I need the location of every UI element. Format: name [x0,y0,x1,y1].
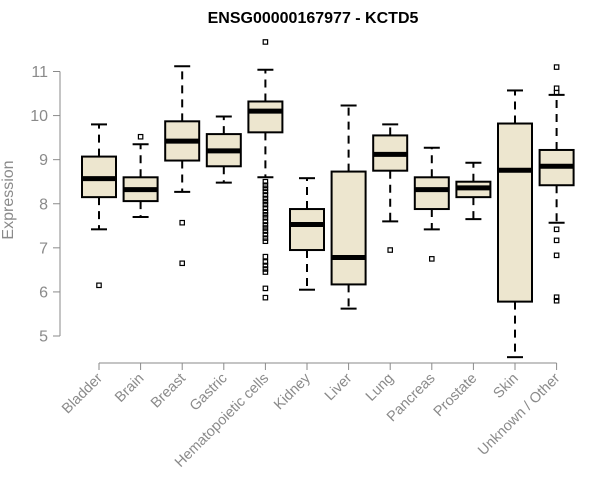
outlier-point [553,252,560,259]
outlier-point [262,285,269,292]
y-tick-label: 5 [39,329,48,346]
outlier-point [262,198,269,205]
x-tick-label: Lung [363,371,397,405]
outlier-point [137,133,144,140]
outlier-point [262,218,269,225]
iqr-box [289,208,325,252]
outlier-point [262,195,269,202]
outlier-point [553,89,560,96]
outlier-point [96,282,102,289]
outlier-point [262,235,269,241]
outlier-point [262,182,269,189]
outlier-point [262,228,269,234]
x-tick-label: Bladder [59,370,106,417]
box-prostate [455,161,492,221]
outlier-point [262,192,269,198]
chart-title: ENSG00000167977 - KCTD5 [208,10,419,27]
outlier-point [179,219,186,226]
outlier-point [262,178,269,185]
x-tick-label: Breast [148,371,189,412]
outlier-point [553,64,560,70]
y-tick-label: 8 [39,196,48,213]
box-pancreas [413,146,450,262]
box-bladder [81,123,117,289]
x-tick-label: Liver [322,370,356,404]
box-brain [122,133,159,218]
y-axis: 5 6 7 8 9 10 11 [30,64,61,346]
outlier-point [262,39,269,45]
outlier-point [553,297,560,304]
x-tick-label: Skin [491,371,522,402]
box-hematopoietic-cells [247,39,284,301]
outlier-point [553,85,560,92]
outlier-point [387,247,394,253]
outlier-point [262,188,269,195]
iqr-box [497,122,533,303]
outlier-point [429,256,435,262]
outlier-point [262,225,269,231]
outlier-point [262,211,269,218]
box-kidney [289,177,325,291]
outlier-point [262,253,269,260]
outlier-point [262,201,269,208]
y-tick-label: 9 [39,152,48,169]
y-tick-label: 11 [31,64,48,81]
y-tick-label: 7 [39,240,48,257]
x-tick-label: Prostate [431,371,480,420]
box-breast [164,65,201,267]
box-liver [330,104,367,310]
outlier-point [553,226,560,233]
boxes-group [81,39,575,359]
box-skin [497,89,533,359]
iqr-box [330,170,367,286]
outlier-point [262,269,269,275]
y-tick-label: 6 [39,284,48,301]
box-unknown-other [538,64,575,304]
x-tick-label: Brain [112,371,147,406]
x-tick-label: Kidney [271,370,314,413]
outlier-point [262,185,269,192]
outlier-point [179,260,186,267]
outlier-point [262,262,269,269]
iqr-box [247,100,284,134]
outlier-point [262,215,269,221]
y-axis-label: Expression [0,160,17,239]
outlier-point [262,231,269,238]
box-lung [372,123,409,253]
iqr-box [413,176,450,211]
outlier-point [262,294,269,301]
outlier-point [262,205,269,211]
outlier-point [262,266,269,272]
outlier-point [553,294,560,301]
outlier-point [262,222,269,228]
outlier-point [262,259,269,265]
y-tick-label: 10 [30,108,48,125]
outlier-point [262,238,269,245]
box-gastric [205,115,242,184]
outlier-point [553,237,560,244]
outlier-point [262,208,269,215]
